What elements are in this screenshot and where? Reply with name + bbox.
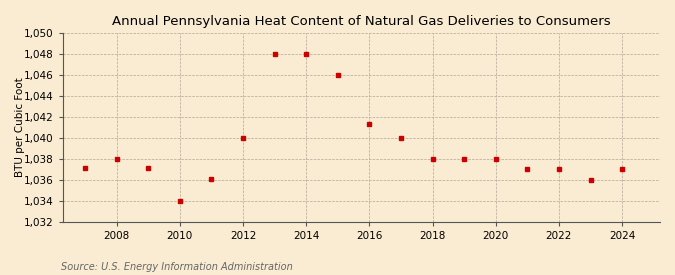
Y-axis label: BTU per Cubic Foot: BTU per Cubic Foot [15,78,25,177]
Title: Annual Pennsylvania Heat Content of Natural Gas Deliveries to Consumers: Annual Pennsylvania Heat Content of Natu… [112,15,611,28]
Text: Source: U.S. Energy Information Administration: Source: U.S. Energy Information Administ… [61,262,292,272]
